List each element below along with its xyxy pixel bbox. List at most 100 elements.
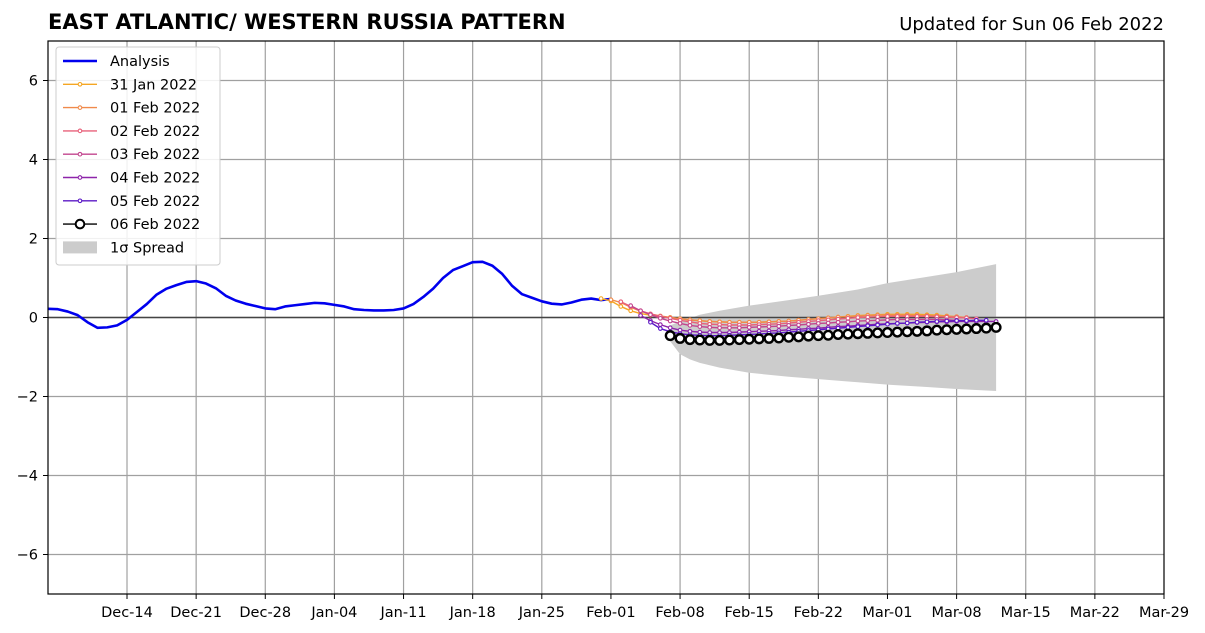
forecast-marker: [980, 322, 992, 334]
forecast-marker: [891, 326, 903, 338]
forecast-marker: [855, 318, 861, 324]
x-tick-label: Jan-11: [380, 605, 427, 621]
legend-label: 04 Feb 2022: [110, 171, 200, 187]
forecast-marker: [832, 328, 844, 340]
forecast-marker: [872, 327, 884, 339]
series-layer: [47, 260, 1002, 346]
x-tick-label: Jan-04: [310, 605, 357, 621]
legend-swatch-marker: [77, 198, 83, 204]
forecast-marker: [914, 319, 920, 325]
forecast-marker: [667, 325, 673, 331]
forecast-marker: [733, 334, 745, 346]
legend-label: 03 Feb 2022: [110, 147, 200, 163]
forecast-marker: [598, 296, 604, 301]
forecast-marker: [746, 325, 752, 330]
x-tick-label: Dec-21: [170, 605, 222, 621]
forecast-marker: [638, 313, 643, 318]
legend-label: 31 Jan 2022: [110, 77, 197, 93]
x-tick-label: Jan-18: [449, 605, 496, 621]
legend-box: [55, 46, 221, 266]
forecast-marker: [822, 329, 834, 341]
forecast-marker: [960, 323, 972, 335]
legend-label: 06 Feb 2022: [110, 217, 200, 233]
forecast-marker: [806, 321, 811, 327]
legend-label: 05 Feb 2022: [110, 194, 200, 210]
forecast-marker: [687, 323, 693, 328]
forecast-marker: [756, 324, 762, 330]
x-tick-label: Feb-15: [725, 605, 774, 621]
forecast-marker: [727, 325, 732, 331]
forecast-marker: [684, 334, 696, 346]
forecast-marker: [941, 324, 953, 336]
forecast-marker: [667, 318, 673, 324]
forecast-marker: [697, 324, 703, 329]
forecast-marker: [862, 327, 874, 339]
forecast-marker: [776, 323, 782, 329]
forecast-marker: [842, 328, 854, 340]
forecast-marker: [618, 304, 624, 309]
x-tick-label: Mar-01: [862, 605, 912, 621]
forecast-marker: [855, 324, 861, 329]
x-tick-label: Mar-29: [1139, 605, 1189, 621]
forecast-marker: [657, 315, 663, 321]
forecast-marker: [657, 326, 663, 331]
forecast-marker: [924, 319, 930, 325]
chart-subtitle: Updated for Sun 06 Feb 2022: [899, 14, 1164, 35]
forecast-marker: [704, 334, 716, 346]
forecast-marker: [911, 325, 923, 337]
forecast-series: [664, 321, 1002, 346]
legend-swatch-marker: [77, 105, 83, 110]
forecast-marker: [648, 319, 653, 325]
forecast-marker: [894, 321, 900, 326]
legend-swatch-spread: [63, 241, 97, 254]
forecast-marker: [714, 334, 726, 346]
forecast-marker: [815, 321, 821, 326]
forecast-marker: [835, 319, 841, 325]
y-tick-label: 0: [29, 311, 38, 327]
forecast-marker: [921, 325, 933, 337]
legend-swatch-marker: [77, 81, 83, 87]
forecast-marker: [970, 323, 982, 335]
forecast-marker: [707, 325, 713, 330]
forecast-marker: [736, 325, 742, 331]
forecast-marker: [694, 334, 706, 346]
forecast-marker: [901, 326, 913, 338]
axis-ticks: Dec-14 Dec-21 Dec-28 Jan-04 Jan-11 Jan-18 Jan-…: [17, 74, 1189, 622]
x-tick-label: Mar-15: [1001, 605, 1051, 621]
forecast-marker: [875, 317, 880, 323]
forecast-marker: [875, 322, 880, 328]
y-tick-label: 6: [29, 74, 38, 90]
legend-swatch-marker: [77, 128, 83, 134]
forecast-marker: [674, 332, 686, 344]
forecast-marker: [852, 328, 864, 340]
y-tick-label: −6: [17, 548, 38, 564]
x-tick-label: Dec-28: [239, 605, 291, 621]
x-tick-label: Feb-08: [655, 605, 704, 621]
forecast-marker: [881, 327, 893, 339]
forecast-marker: [723, 334, 735, 346]
forecast-marker: [944, 318, 950, 324]
legend-label: 01 Feb 2022: [110, 101, 200, 117]
chart-title: EAST ATLANTIC/ WESTERN RUSSIA PATTERN: [48, 10, 566, 34]
forecast-marker: [934, 319, 940, 324]
y-tick-label: 4: [29, 153, 38, 169]
forecast-series: [628, 303, 989, 331]
y-tick-label: 2: [29, 232, 38, 248]
forecast-marker: [638, 308, 643, 314]
forecast-marker: [885, 321, 890, 327]
forecast-marker: [983, 317, 989, 323]
x-tick-label: Feb-01: [586, 605, 635, 621]
forecast-marker: [717, 325, 722, 331]
forecast-marker: [990, 321, 1002, 333]
forecast-marker: [783, 331, 795, 343]
forecast-marker: [964, 318, 969, 324]
x-tick-label: Mar-08: [932, 605, 982, 621]
forecast-marker: [825, 320, 831, 326]
forecast-marker: [618, 299, 624, 305]
forecast-marker: [894, 317, 900, 322]
forecast-marker: [664, 330, 676, 342]
forecast-marker: [865, 323, 871, 329]
forecast-marker: [793, 331, 805, 343]
forecast-marker: [766, 324, 772, 329]
